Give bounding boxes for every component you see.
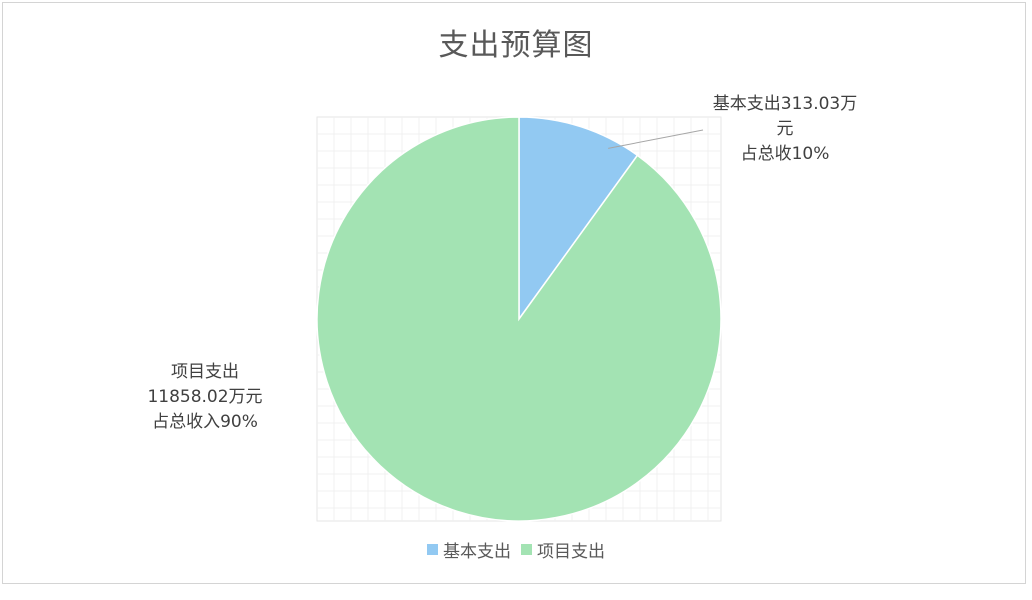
legend-item-basic[interactable]: 基本支出 xyxy=(427,537,511,562)
pie-slice-basic[interactable] xyxy=(518,116,639,322)
data-label-line: 元 xyxy=(776,119,794,139)
data-label-basic: 基本支出313.03万 元 占总收10% xyxy=(695,92,875,167)
data-label-line: 占总收入90% xyxy=(152,412,258,432)
legend: 基本支出 项目支出 xyxy=(0,537,1032,562)
data-label-line: 基本支出313.03万 xyxy=(712,94,858,114)
legend-swatch xyxy=(427,544,438,555)
legend-label: 基本支出 xyxy=(443,542,511,562)
pie-slice-project[interactable] xyxy=(316,116,722,522)
data-label-line: 11858.02万元 xyxy=(147,387,263,407)
data-label-project: 项目支出 11858.02万元 占总收入90% xyxy=(125,360,285,435)
data-label-line: 占总收10% xyxy=(740,144,830,164)
data-label-line: 项目支出 xyxy=(171,362,239,382)
leader-line-basic xyxy=(608,129,704,149)
legend-label: 项目支出 xyxy=(537,542,605,562)
pie-slices xyxy=(316,116,722,522)
legend-item-project[interactable]: 项目支出 xyxy=(521,537,605,562)
legend-swatch xyxy=(521,544,532,555)
chart-title: 支出预算图 xyxy=(438,28,594,63)
